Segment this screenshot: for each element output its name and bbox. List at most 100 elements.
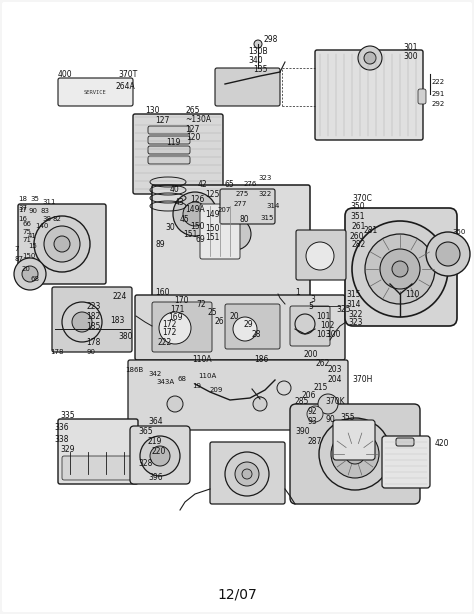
Text: 204: 204 — [328, 376, 343, 384]
Circle shape — [183, 202, 207, 226]
FancyBboxPatch shape — [135, 295, 345, 360]
Circle shape — [318, 394, 338, 414]
Text: 172: 172 — [162, 319, 176, 328]
Circle shape — [345, 444, 365, 464]
Text: 20: 20 — [230, 311, 240, 321]
Text: 322: 322 — [348, 309, 363, 319]
Text: 12/07: 12/07 — [217, 587, 257, 601]
Circle shape — [22, 266, 38, 282]
Text: 224: 224 — [112, 292, 127, 300]
Text: 40: 40 — [170, 184, 180, 193]
Circle shape — [254, 40, 262, 48]
FancyBboxPatch shape — [210, 442, 285, 504]
Text: 276: 276 — [244, 181, 257, 187]
Text: 380: 380 — [118, 332, 133, 341]
Text: 343A: 343A — [156, 379, 174, 385]
Text: 43: 43 — [175, 198, 185, 206]
Text: 151: 151 — [183, 230, 197, 238]
Text: 100: 100 — [326, 330, 340, 338]
FancyBboxPatch shape — [296, 230, 346, 280]
Text: 209: 209 — [210, 387, 223, 393]
Text: 370T: 370T — [118, 69, 137, 79]
Text: 171: 171 — [170, 305, 184, 314]
Circle shape — [140, 436, 180, 476]
Circle shape — [14, 258, 46, 290]
FancyBboxPatch shape — [18, 204, 106, 284]
FancyBboxPatch shape — [148, 136, 190, 144]
Circle shape — [392, 261, 408, 277]
Text: 151: 151 — [205, 233, 219, 241]
Circle shape — [352, 221, 448, 317]
FancyBboxPatch shape — [152, 302, 212, 352]
Circle shape — [167, 396, 183, 412]
Text: 183: 183 — [110, 316, 124, 325]
Text: 260: 260 — [350, 231, 365, 241]
Text: 291: 291 — [432, 91, 446, 97]
FancyBboxPatch shape — [148, 146, 190, 154]
Text: 119: 119 — [166, 138, 181, 147]
Text: 150: 150 — [190, 222, 204, 230]
Circle shape — [295, 314, 315, 334]
Text: 83: 83 — [40, 208, 49, 214]
Text: 92: 92 — [308, 408, 318, 416]
FancyBboxPatch shape — [215, 68, 280, 106]
Text: 110A: 110A — [198, 373, 216, 379]
Text: 314: 314 — [266, 203, 279, 209]
Circle shape — [364, 52, 376, 64]
Circle shape — [319, 418, 391, 490]
Text: 103: 103 — [316, 330, 330, 338]
Circle shape — [173, 192, 217, 236]
Text: 292: 292 — [432, 101, 445, 107]
Text: 323: 323 — [258, 175, 272, 181]
Text: SERVICE: SERVICE — [83, 90, 106, 95]
Text: 149: 149 — [205, 209, 219, 219]
FancyBboxPatch shape — [345, 208, 457, 326]
Text: 1: 1 — [295, 287, 300, 297]
Text: 335: 335 — [60, 411, 74, 421]
Text: 149A: 149A — [185, 204, 205, 214]
Text: 370K: 370K — [325, 397, 345, 406]
Text: 311: 311 — [42, 199, 55, 205]
Text: 125: 125 — [205, 190, 219, 198]
Circle shape — [233, 317, 257, 341]
Text: 82: 82 — [52, 216, 61, 222]
Text: 17: 17 — [18, 207, 27, 213]
Text: 275: 275 — [236, 191, 249, 197]
Text: 300: 300 — [403, 52, 418, 61]
Text: 19: 19 — [192, 383, 201, 389]
Text: 127: 127 — [155, 115, 169, 125]
FancyBboxPatch shape — [133, 114, 223, 194]
Circle shape — [150, 446, 170, 466]
FancyBboxPatch shape — [148, 126, 190, 134]
FancyBboxPatch shape — [290, 404, 420, 504]
Text: 80: 80 — [240, 214, 250, 223]
Circle shape — [34, 216, 90, 272]
Text: 178: 178 — [86, 338, 100, 346]
Text: 329: 329 — [60, 446, 74, 454]
Text: 336: 336 — [54, 424, 69, 432]
FancyBboxPatch shape — [130, 426, 190, 484]
Text: 3: 3 — [310, 295, 315, 303]
Text: 87: 87 — [14, 256, 23, 262]
Circle shape — [62, 302, 102, 342]
Text: 170: 170 — [174, 295, 189, 305]
Text: 90: 90 — [28, 208, 37, 214]
Text: 206: 206 — [302, 392, 317, 400]
Text: 400: 400 — [58, 69, 73, 79]
Text: 69: 69 — [195, 235, 205, 244]
Circle shape — [436, 242, 460, 266]
Text: 364: 364 — [148, 418, 163, 427]
Text: 322: 322 — [258, 191, 271, 197]
Text: 178: 178 — [50, 349, 64, 355]
Text: 222: 222 — [158, 338, 172, 346]
Text: 285: 285 — [295, 397, 310, 406]
Text: 150: 150 — [22, 253, 36, 259]
FancyBboxPatch shape — [200, 204, 240, 259]
FancyBboxPatch shape — [148, 156, 190, 164]
Text: 325: 325 — [336, 305, 350, 314]
Text: 390: 390 — [295, 427, 310, 437]
Text: 26: 26 — [215, 316, 225, 325]
Text: 301: 301 — [403, 42, 418, 52]
Text: 261: 261 — [352, 222, 366, 230]
FancyBboxPatch shape — [418, 89, 426, 104]
